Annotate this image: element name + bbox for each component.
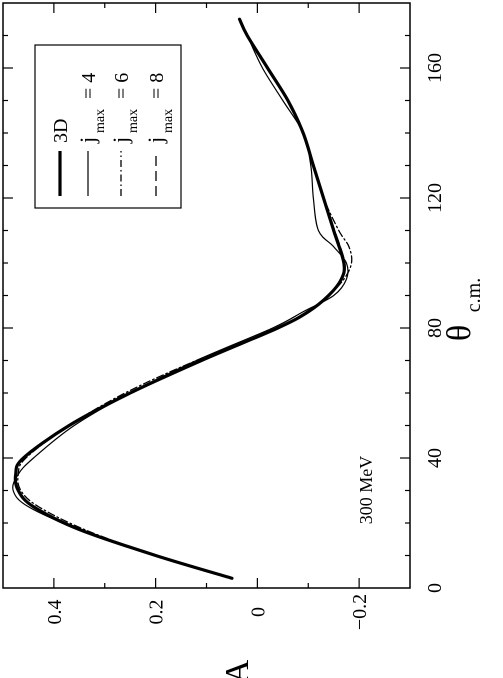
- legend-text-sub: max: [93, 109, 108, 133]
- legend-text: 3D: [50, 119, 72, 143]
- x-tick-label: 0: [424, 583, 446, 593]
- x-axis-label-main: θ: [441, 325, 478, 341]
- energy-annotation: 300 MeV: [356, 456, 376, 525]
- y-tick-label: 0.4: [44, 600, 66, 625]
- legend-text-main: j: [108, 137, 133, 144]
- x-tick-label: 40: [424, 448, 446, 468]
- y-tick-label: 0: [247, 607, 269, 617]
- y-axis-label: A y: [219, 659, 256, 678]
- legend-text-value: = 8: [146, 73, 168, 99]
- legend-text-value: = 6: [111, 73, 133, 99]
- y-tick-label: −0.2: [349, 594, 371, 630]
- x-axis-label: θ c.m.: [441, 278, 485, 341]
- legend-text-main: j: [75, 137, 100, 144]
- legend-label-3: j max = 8: [143, 73, 176, 144]
- x-tick-label: 120: [424, 183, 446, 213]
- y-axis-tick-labels: −0.2 0 0.2 0.4: [44, 594, 371, 630]
- x-axis-tick-labels: 0 40 80 120 160: [424, 53, 446, 593]
- series-line-3: [14, 18, 346, 579]
- legend-text-sub: max: [126, 109, 141, 133]
- x-tick-label: 80: [424, 318, 446, 338]
- series-line-1: [12, 18, 349, 579]
- curves: [12, 17, 353, 580]
- y-axis-ticks: [53, 3, 360, 588]
- x-axis-ticks: [3, 34, 410, 557]
- legend-text-sub: max: [161, 109, 176, 133]
- legend-label-0: 3D: [50, 119, 72, 143]
- legend-label-2: j max = 6: [108, 73, 141, 144]
- legend-text-main: j: [143, 137, 168, 144]
- x-tick-label: 160: [424, 53, 446, 83]
- x-axis-label-sub: c.m.: [463, 278, 485, 312]
- legend-label-1: j max = 4: [75, 73, 108, 144]
- legend-text-value: = 4: [78, 73, 100, 99]
- y-tick-label: 0.2: [146, 600, 168, 625]
- y-axis-label-main: A: [219, 659, 256, 678]
